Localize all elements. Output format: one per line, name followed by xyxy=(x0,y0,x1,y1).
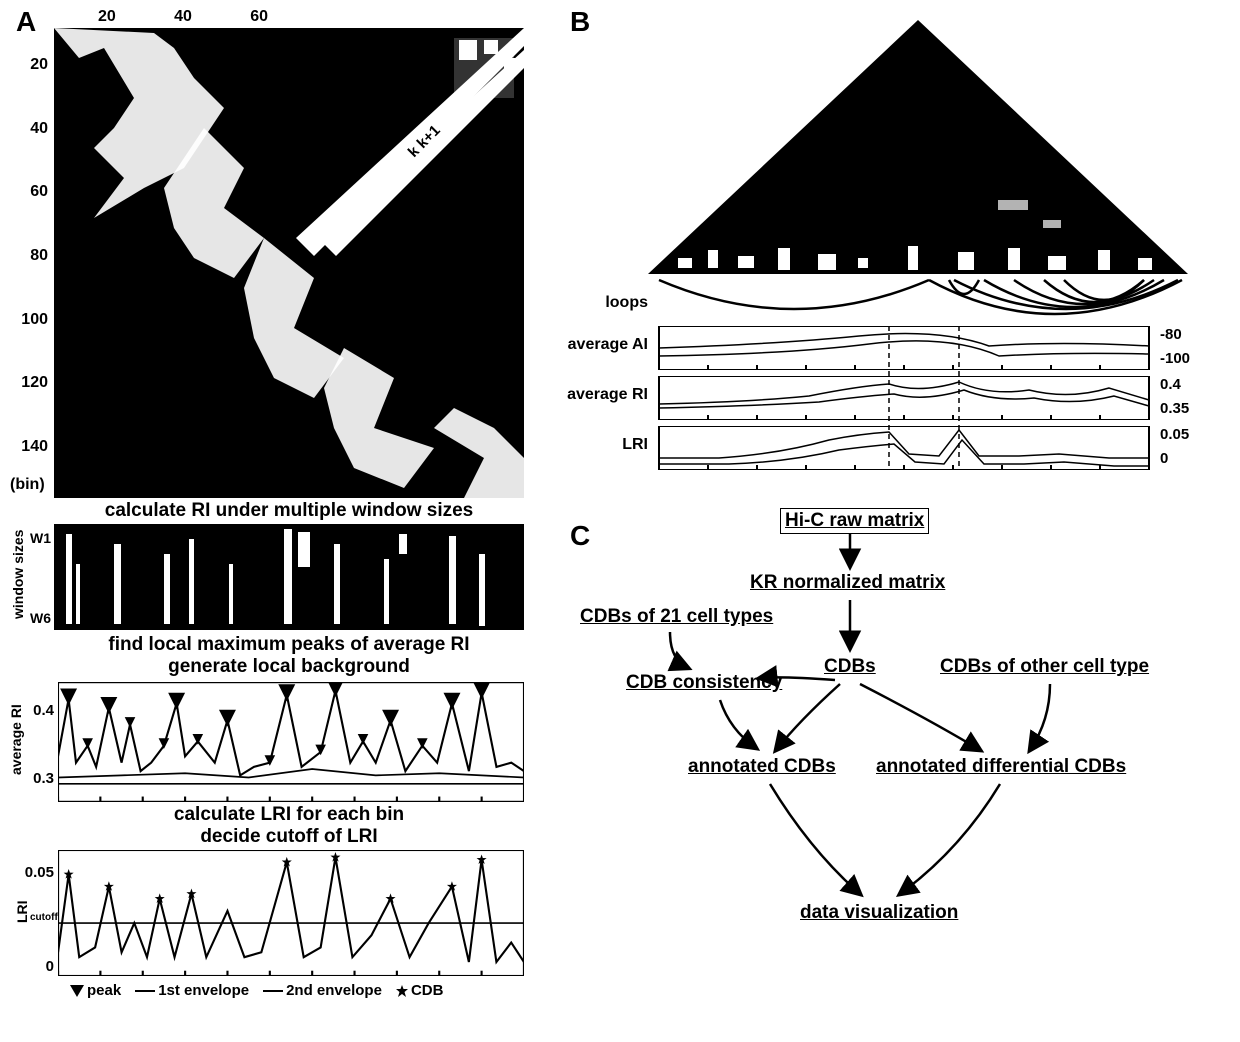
legend-label: CDB xyxy=(411,982,444,999)
sec2-title-l1: find local maximum peaks of average RI xyxy=(54,634,524,656)
panel-a-heatmap: k k+1 xyxy=(54,28,524,498)
ri-tick: 0.4 xyxy=(1160,376,1181,393)
ytick: 60 xyxy=(30,183,48,201)
w1-label: W1 xyxy=(30,530,51,546)
panel-b-vlines xyxy=(654,326,1154,470)
window-sizes-plot xyxy=(54,524,524,630)
avg-ri-tick: 0.3 xyxy=(28,770,54,787)
bin-unit: (bin) xyxy=(10,476,45,494)
ri-label: average RI xyxy=(560,386,648,404)
legend-label: peak xyxy=(87,982,121,999)
w6-label: W6 xyxy=(30,610,51,626)
lri-ylabel: LRI xyxy=(14,872,30,952)
lri-tick: 0.05 xyxy=(1160,426,1189,443)
ytick: 40 xyxy=(30,120,48,138)
star-icon xyxy=(396,985,408,997)
panel-b-triangle xyxy=(648,20,1188,280)
panel-a-xticks: 20 40 60 xyxy=(98,8,268,26)
legend-peak: peak xyxy=(70,982,121,999)
lri-tick: 0.05 xyxy=(18,864,54,881)
loops-label: loops xyxy=(570,294,648,312)
ai-tick: -80 xyxy=(1160,326,1182,343)
lri-tick: 0 xyxy=(1160,450,1168,467)
ai-tick: -100 xyxy=(1160,350,1190,367)
sec1-title: calculate RI under multiple window sizes xyxy=(54,500,524,522)
panel-a-label: A xyxy=(16,6,36,38)
legend-cdb: CDB xyxy=(396,982,444,999)
legend-label: 2nd envelope xyxy=(286,982,382,999)
avg-ri-tick: 0.4 xyxy=(28,702,54,719)
xtick: 20 xyxy=(98,8,116,26)
xtick: 60 xyxy=(250,8,268,26)
ytick: 100 xyxy=(21,311,48,329)
triangle-down-icon xyxy=(70,985,84,997)
xtick: 40 xyxy=(174,8,192,26)
lri-plot xyxy=(58,850,524,976)
sec2-title-l2: generate local background xyxy=(54,656,524,678)
ai-label: average AI xyxy=(560,336,648,354)
window-sizes-ylabel: window sizes xyxy=(10,524,26,624)
ri-tick: 0.35 xyxy=(1160,400,1189,417)
ytick: 140 xyxy=(21,438,48,456)
panel-b-label: B xyxy=(570,6,590,38)
panel-c-arrows xyxy=(560,500,1230,940)
ytick: 20 xyxy=(30,56,48,74)
ytick: 80 xyxy=(30,247,48,265)
sec3-title-l2: decide cutoff of LRI xyxy=(54,826,524,848)
panel-a-legend: peak 1st envelope 2nd envelope CDB xyxy=(70,982,443,999)
panel-a-yticks: 20 40 60 80 100 120 140 xyxy=(14,56,48,456)
lri-tick: 0 xyxy=(18,958,54,975)
avg-ri-plot xyxy=(58,682,524,802)
avg-ri-ylabel: average RI xyxy=(8,690,24,790)
lri-cutoff-label: cutoff xyxy=(30,912,58,923)
panel-b-loops xyxy=(654,278,1184,324)
legend-env2: 2nd envelope xyxy=(263,982,382,999)
ytick: 120 xyxy=(21,374,48,392)
line-icon xyxy=(263,989,283,993)
legend-label: 1st envelope xyxy=(158,982,249,999)
line-icon xyxy=(135,989,155,993)
sec3-title-l1: calculate LRI for each bin xyxy=(54,804,524,826)
legend-env1: 1st envelope xyxy=(135,982,249,999)
lri-label: LRI xyxy=(560,436,648,454)
